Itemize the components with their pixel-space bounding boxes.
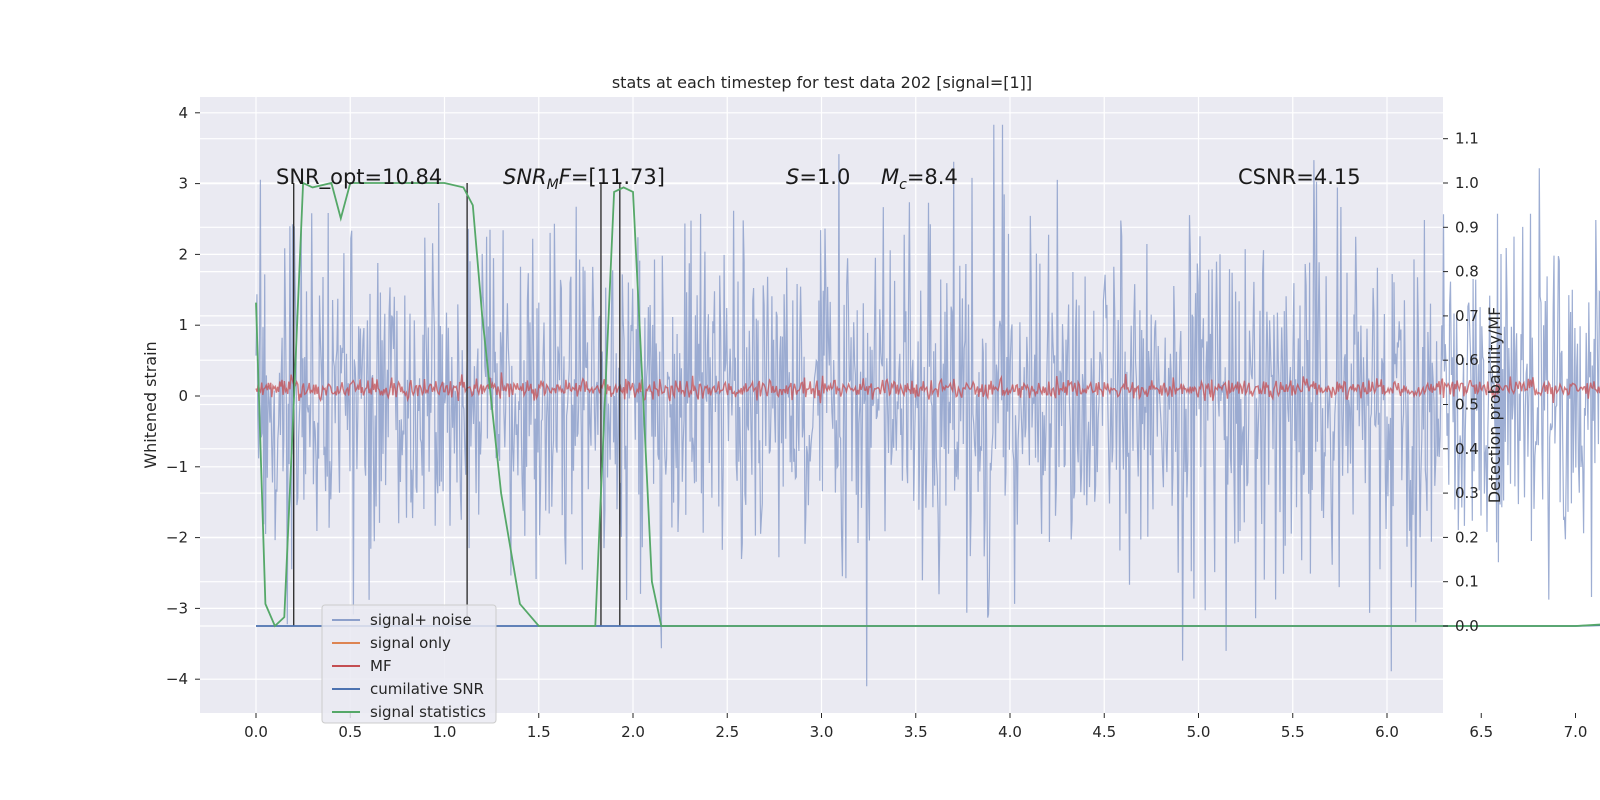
annotation-snr-mf: SNRMF=[11.73] <box>503 165 665 193</box>
x-tick-label: 4.5 <box>1092 723 1116 741</box>
annotation-s-value: =1.0 <box>799 165 850 189</box>
signal-plus-noise-line <box>255 124 1600 687</box>
y-tick-label: 3 <box>178 175 188 193</box>
y-right-tick-label: 0.4 <box>1455 440 1479 458</box>
x-tick-label: 2.0 <box>621 723 645 741</box>
y-tick-label: −1 <box>166 458 188 476</box>
annotation-snr-opt: SNR_opt=10.84 <box>276 165 442 190</box>
signal-statistics-line <box>255 181 1600 628</box>
x-tick-label: 0.5 <box>338 723 362 741</box>
x-tick-label: 1.0 <box>433 723 457 741</box>
legend-box <box>321 604 497 724</box>
annotation-mc: Mc=8.4 <box>881 165 958 193</box>
y-tick-label: 1 <box>178 316 188 334</box>
y-right-tick-label: 0.1 <box>1455 573 1479 591</box>
annotation-mc-name: M <box>881 165 899 189</box>
x-tick-label: 6.0 <box>1375 723 1399 741</box>
annotation-snr-mf-name: SNR <box>503 165 547 189</box>
y-right-tick-label: 0.8 <box>1455 263 1479 281</box>
y-right-tick-label: 1.1 <box>1455 130 1479 148</box>
annotation-s-name: S <box>786 165 799 189</box>
mf-line <box>255 372 1600 404</box>
annotation-csnr: CSNR=4.15 <box>1238 165 1361 189</box>
axis-ticks: 0.0 0.5 1.0 1.5 2.0 2.5 3.0 3.5 4.0 4.5 5.0 5.5 6.0 6… <box>166 104 1588 741</box>
annotation-mc-value: =8.4 <box>907 165 958 189</box>
y-axis-right-label: Detection probability/MF <box>1485 307 1504 504</box>
series-mf <box>255 372 1600 404</box>
annotation-snr-mf-value: =[11.73] <box>571 165 665 189</box>
x-tick-label: 1.5 <box>527 723 551 741</box>
legend: signal+ noise signal only MF cumilative SNR… <box>321 604 497 724</box>
annotation-mc-sub: c <box>899 177 907 193</box>
y-tick-label: 0 <box>178 387 188 405</box>
y-right-tick-label: 0.2 <box>1455 528 1479 546</box>
y-right-tick-label: 0.7 <box>1455 307 1479 325</box>
y-right-tick-label: 0.0 <box>1455 617 1479 635</box>
legend-label: cumilative SNR <box>370 680 484 698</box>
legend-label: signal only <box>370 634 451 652</box>
line-series <box>255 181 1600 628</box>
y-axis-label: Whitened strain <box>141 341 160 468</box>
y-right-tick-label: 0.9 <box>1455 218 1479 236</box>
x-tick-label: 5.5 <box>1281 723 1305 741</box>
x-tick-label: 7.0 <box>1564 723 1588 741</box>
y-tick-label: 4 <box>178 104 188 122</box>
x-tick-label: 6.5 <box>1469 723 1493 741</box>
y-right-tick-label: 0.5 <box>1455 396 1479 414</box>
annotation-snr-mf-sub: M <box>547 177 559 193</box>
legend-label: signal+ noise <box>370 611 472 629</box>
y-right-tick-label: 0.3 <box>1455 484 1479 502</box>
legend-label: signal statistics <box>370 703 486 721</box>
x-tick-label: 3.0 <box>810 723 834 741</box>
x-tick-label: 2.5 <box>715 723 739 741</box>
x-tick-label: 0.0 <box>244 723 268 741</box>
y-right-tick-label: 0.6 <box>1455 351 1479 369</box>
y-tick-label: −2 <box>166 529 188 547</box>
y-tick-label: 2 <box>178 245 188 263</box>
x-tick-label: 3.5 <box>904 723 928 741</box>
y-tick-label: −3 <box>166 599 188 617</box>
annotation-snr-mf-f: F <box>559 165 572 189</box>
x-tick-label: 5.0 <box>1187 723 1211 741</box>
legend-label: MF <box>370 657 392 675</box>
y-tick-label: −4 <box>166 670 188 688</box>
annotation-s: S=1.0 <box>786 165 850 189</box>
series-signal-plus-noise <box>255 124 1600 687</box>
y-right-tick-label: 1.0 <box>1455 174 1479 192</box>
x-tick-label: 4.0 <box>998 723 1022 741</box>
chart-title: stats at each timestep for test data 202… <box>612 73 1032 92</box>
